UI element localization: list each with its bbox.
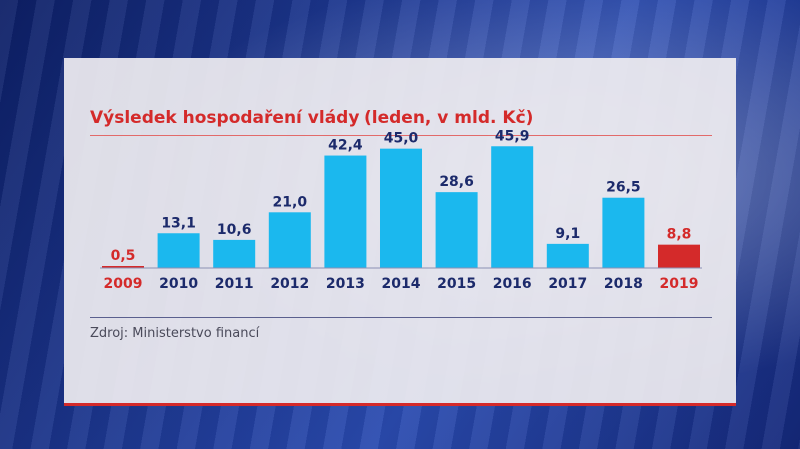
chart-title: Výsledek hospodaření vlády <box>90 108 360 128</box>
category-label-2011: 2011 <box>215 276 254 292</box>
value-label-2011: 10,6 <box>217 222 252 238</box>
category-label-2017: 2017 <box>548 276 587 292</box>
bar-2013 <box>324 155 367 268</box>
category-label-2019: 2019 <box>660 276 699 292</box>
bar-chart: 0,5 2009 13,1 2010 10,6 2011 21,0 2012 42,4 2013 4… <box>100 128 702 292</box>
title-divider <box>90 135 712 136</box>
value-label-2013: 42,4 <box>328 138 363 154</box>
category-label-2014: 2014 <box>382 276 421 292</box>
category-label-2018: 2018 <box>604 276 643 292</box>
value-label-2019: 8,8 <box>667 227 692 243</box>
chart-subtitle: (leden, v mld. Kč) <box>364 108 534 128</box>
bar-2010 <box>157 233 200 268</box>
source-divider <box>90 317 712 318</box>
bar-2012 <box>268 212 311 268</box>
bar-2015 <box>435 192 478 268</box>
source-note: Zdroj: Ministerstvo financí <box>90 326 260 341</box>
category-label-2015: 2015 <box>437 276 476 292</box>
category-label-2016: 2016 <box>493 276 532 292</box>
value-label-2009: 0,5 <box>111 248 136 264</box>
category-label-2010: 2010 <box>159 276 198 292</box>
value-label-2012: 21,0 <box>273 194 308 210</box>
bar-2017 <box>546 243 589 268</box>
value-label-2014: 45,0 <box>384 131 419 147</box>
bar-2011 <box>213 239 256 268</box>
value-label-2017: 9,1 <box>555 226 580 242</box>
category-label-2012: 2012 <box>270 276 309 292</box>
category-label-2013: 2013 <box>326 276 365 292</box>
bar-2016 <box>491 146 534 268</box>
value-label-2018: 26,5 <box>606 180 641 196</box>
value-label-2015: 28,6 <box>439 174 474 190</box>
value-label-2016: 45,9 <box>495 128 530 144</box>
value-label-2010: 13,1 <box>161 215 196 231</box>
bar-2014 <box>380 148 422 268</box>
chart-panel: Výsledek hospodaření vlády (leden, v mld… <box>64 58 736 406</box>
bar-2018 <box>602 197 645 268</box>
category-label-2009: 2009 <box>104 276 143 292</box>
bar-2019 <box>658 244 700 268</box>
bar-2009 <box>102 266 144 268</box>
